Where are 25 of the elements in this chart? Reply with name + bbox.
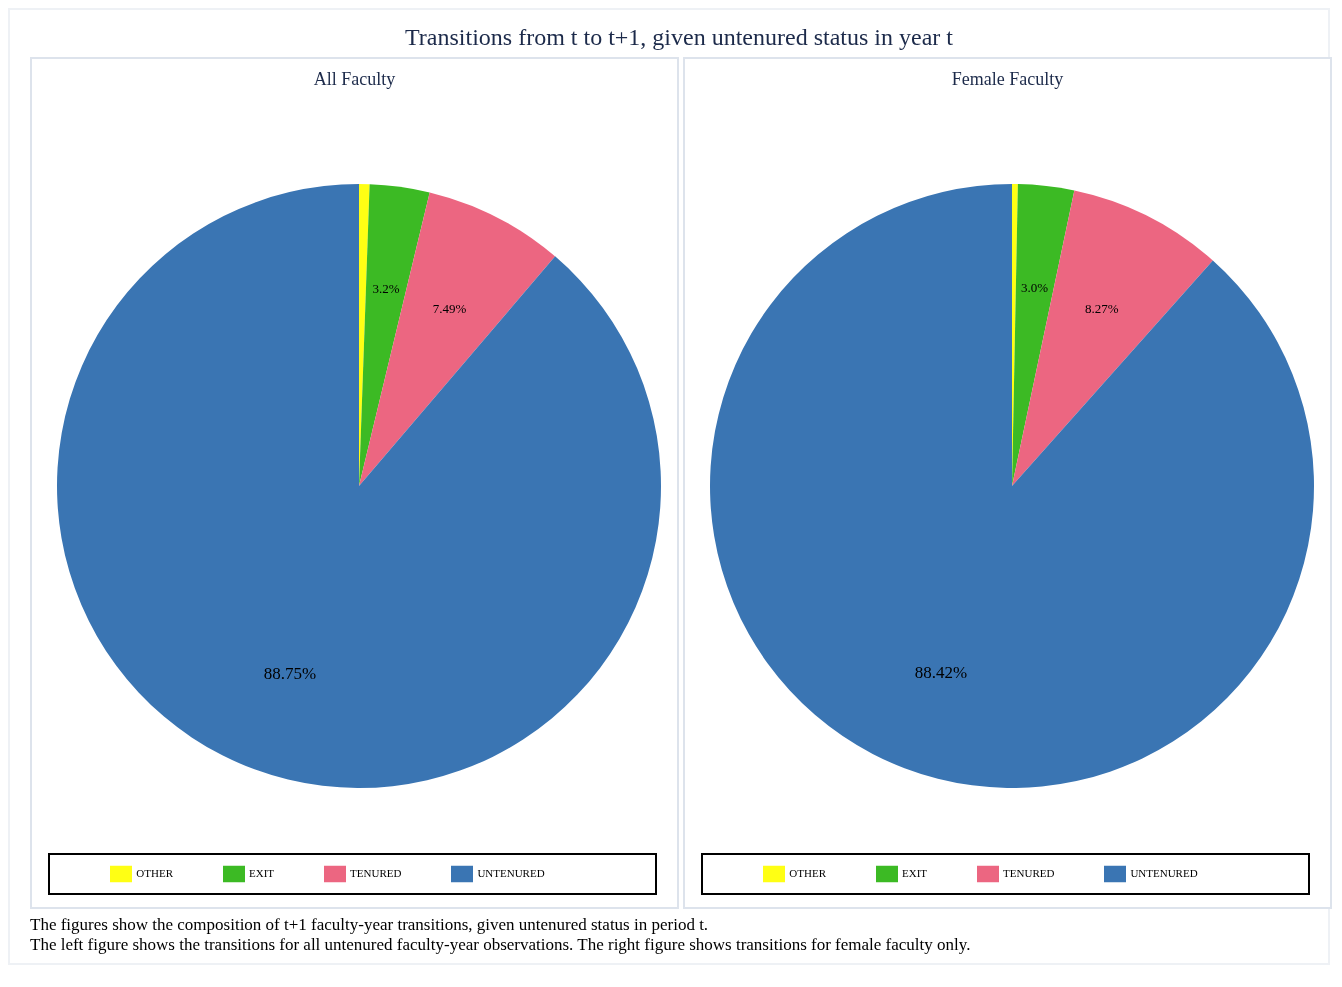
text: The figures show the composition of t+1 faculty-year transitions, given untenured status in period t. <box>30 915 710 935</box>
legend-label: OTHER <box>789 866 827 879</box>
pie-slice <box>1012 184 1075 486</box>
chart-title: Transitions from t to t+1, given untenured status in year t <box>404 24 954 51</box>
legend-label: TENURED <box>1003 866 1055 879</box>
data-label: 7.49% <box>432 300 467 316</box>
pie-slice <box>359 192 556 486</box>
text: The left figure shows the transitions for all untenured faculty-year observations. The right figure shows transitions for female faculty only. <box>30 935 972 955</box>
legend-label: UNTENURED <box>477 866 545 879</box>
legend-label: TENURED <box>350 866 402 879</box>
pie-slice <box>359 184 430 486</box>
data-label: 8.27% <box>1085 300 1119 316</box>
pie-slice <box>1012 190 1213 486</box>
data-label: 88.42% <box>914 662 968 682</box>
legend-label: EXIT <box>249 866 275 879</box>
legend-label: EXIT <box>902 866 928 879</box>
legend-label: UNTENURED <box>1130 866 1198 879</box>
legend-label: OTHER <box>136 866 174 879</box>
data-label: 3.0% <box>1021 280 1049 296</box>
chart-subtitle: All Faculty <box>312 69 397 91</box>
data-label: 3.2% <box>372 281 400 297</box>
chart-subtitle: Female Faculty <box>950 69 1065 91</box>
pie-slice <box>57 184 661 788</box>
data-label: 88.75% <box>263 663 317 683</box>
pie-slice <box>710 184 1314 788</box>
